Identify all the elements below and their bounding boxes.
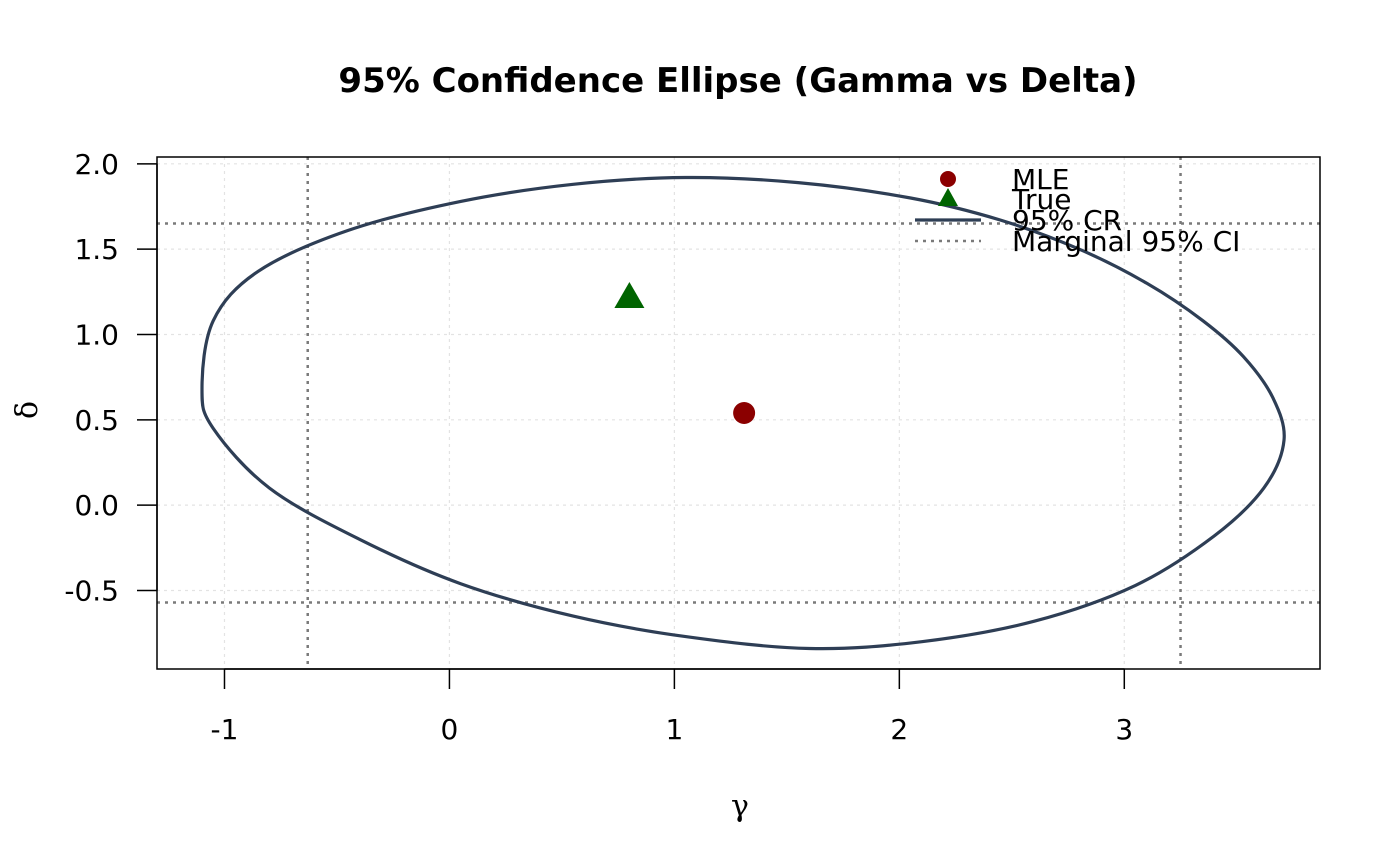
legend-true-symbol xyxy=(938,188,958,206)
true-point xyxy=(614,281,645,308)
legend-label: 95% CR xyxy=(1012,204,1122,237)
chart-title: 95% Confidence Ellipse (Gamma vs Delta) xyxy=(338,61,1137,101)
y-tick-label: 1.5 xyxy=(74,233,119,266)
y-tick-label: 2.0 xyxy=(74,148,119,181)
y-tick-label: 0.0 xyxy=(74,489,119,522)
y-axis-label: δ xyxy=(10,401,45,419)
x-tick-label: 2 xyxy=(890,713,908,746)
x-axis-label: γ xyxy=(731,789,749,824)
y-axis: -0.5 0.0 0.5 1.0 1.5 2.0 xyxy=(64,148,158,607)
series-layer xyxy=(200,175,1286,651)
x-tick-label: 1 xyxy=(665,713,683,746)
y-tick-label: 1.0 xyxy=(74,318,119,351)
legend-label: True xyxy=(1011,183,1071,216)
y-tick-label: 0.5 xyxy=(74,404,119,437)
x-tick-label: 0 xyxy=(441,713,459,746)
marginal-ci-lines xyxy=(157,157,1320,669)
mle-point xyxy=(733,402,756,424)
x-axis: -1 0 1 2 3 xyxy=(211,668,1133,746)
confidence-ellipse xyxy=(200,175,1286,651)
y-tick-label: -0.5 xyxy=(64,574,119,607)
x-tick-label: -1 xyxy=(211,713,239,746)
legend-label: Marginal 95% CI xyxy=(1012,225,1240,258)
legend-label: MLE xyxy=(1012,163,1069,196)
x-tick-label: 3 xyxy=(1115,713,1133,746)
legend-mle-symbol xyxy=(940,171,956,187)
